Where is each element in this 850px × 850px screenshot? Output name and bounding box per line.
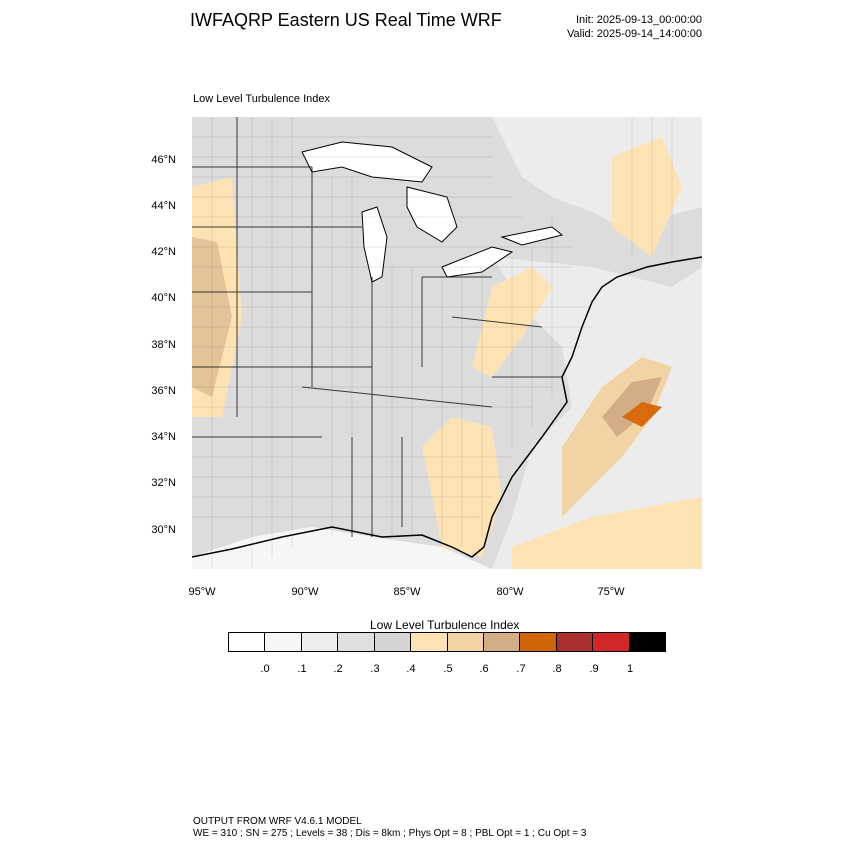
lat-label: 34°N [151,431,176,443]
lat-label: 36°N [151,385,176,397]
colorbar-label: .2 [333,663,343,675]
lat-label: 46°N [151,154,176,166]
lat-label: 38°N [151,339,176,351]
lake-michigan [361,206,388,283]
tan-band-appalachian [472,267,552,377]
lat-label: 40°N [151,292,176,304]
colorbar-label: 1 [626,663,634,675]
colorbar-segment [265,633,302,651]
lat-label: 44°N [151,200,176,212]
lon-label: 75°W [597,586,625,598]
valid-time: Valid: 2025-09-14_14:00:00 [567,28,702,40]
lake-erie [441,246,514,278]
gulf-area [192,527,492,569]
model-info: OUTPUT FROM WRF V4.6.1 MODEL WE = 310 ; … [193,816,586,840]
colorbar-label: .1 [297,663,307,675]
chart-title: IWFAQRP Eastern US Real Time WRF [190,10,502,30]
colorbar-segment [411,633,448,651]
colorbar-label: .4 [406,663,416,675]
lat-label: 42°N [151,246,176,258]
run-times: Init: 2025-09-13_00:00:00 Valid: 2025-09… [567,13,702,41]
southern-offshore-tan [512,497,702,569]
colorbar-segment [301,633,339,651]
county-mesh [192,117,673,569]
model-info-line1: OUTPUT FROM WRF V4.6.1 MODEL [193,816,362,827]
coastline [192,256,702,558]
colorbar-segment [593,633,630,651]
colorbar-segment [447,633,484,651]
colorbar-label: .8 [552,663,562,675]
turbulence-map [192,117,702,569]
colorbar-segment [556,633,594,651]
tan-band-northeast [612,137,682,257]
colorbar-title: Low Level Turbulence Index [370,618,520,632]
lon-label: 80°W [496,586,524,598]
map-svg [192,117,702,569]
colorbar-segment [629,633,666,651]
lon-label: 90°W [291,586,319,598]
map-field-label: Low Level Turbulence Index [193,93,330,105]
lat-label: 32°N [151,477,176,489]
offshore-plume-dark [602,377,662,437]
offshore-plume-core [622,402,662,427]
colorbar-segment [520,633,557,651]
colorbar-label: .3 [370,663,380,675]
colorbar-segment [229,633,266,651]
lake-huron [406,186,458,243]
init-time: Init: 2025-09-13_00:00:00 [576,14,702,26]
colorbar-label: .0 [260,663,270,675]
model-info-line2: WE = 310 ; SN = 275 ; Levels = 38 ; Dis … [193,828,587,839]
colorbar-segment [483,633,521,651]
colorbar-segment [374,633,412,651]
colorbar [228,632,666,652]
lon-label: 85°W [393,586,421,598]
lon-label: 95°W [188,586,216,598]
lake-superior [301,141,433,183]
colorbar-segment [338,633,375,651]
colorbar-label: .6 [479,663,489,675]
state-borders [192,117,562,537]
tan-dark-west [192,237,232,397]
lat-label: 30°N [151,524,176,536]
colorbar-label: .5 [443,663,453,675]
lake-ontario [500,226,564,246]
colorbar-label: .9 [589,663,599,675]
colorbar-label: .7 [516,663,526,675]
tan-band-southeast [422,417,502,557]
